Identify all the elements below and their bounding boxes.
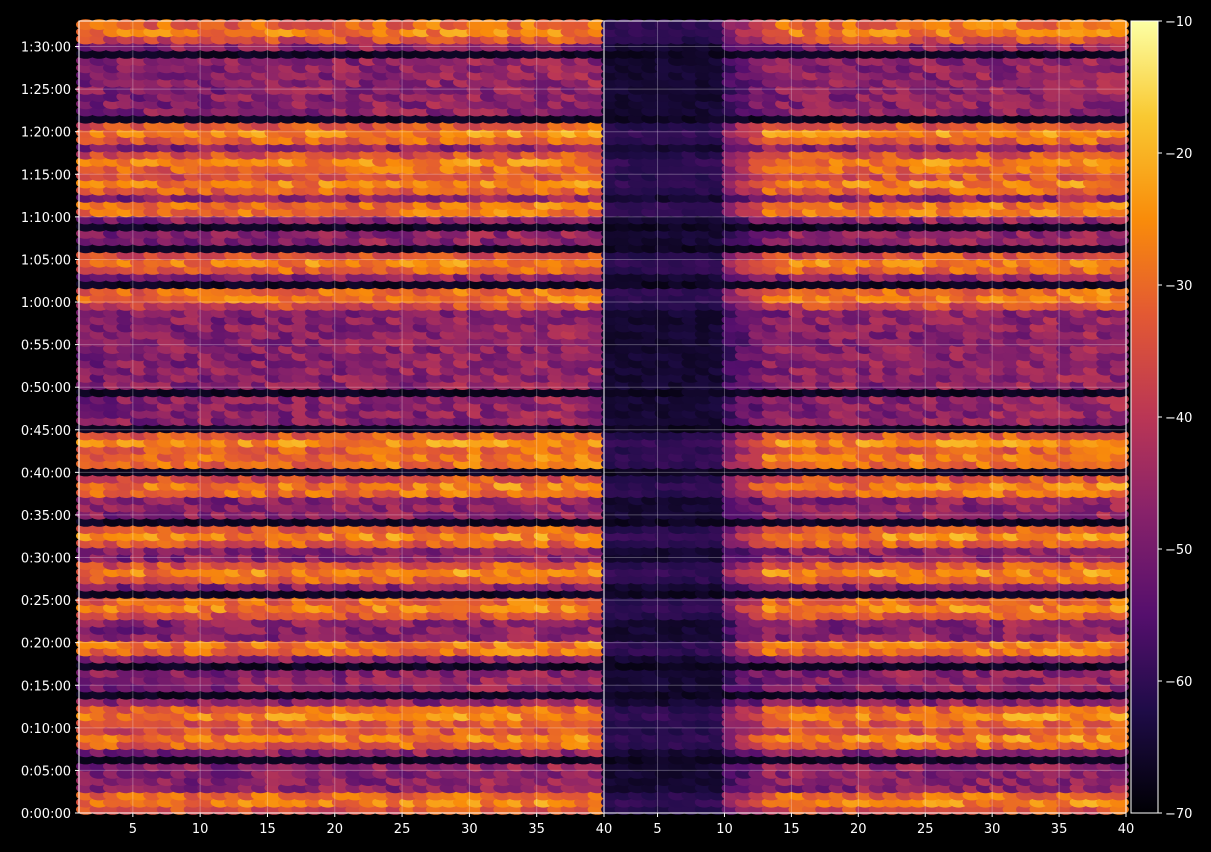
right-heatmap-panel [601, 19, 1129, 815]
left-panel-cells [76, 19, 607, 815]
left-heatmap-panel [76, 19, 607, 815]
right-panel-cells [601, 19, 1129, 815]
